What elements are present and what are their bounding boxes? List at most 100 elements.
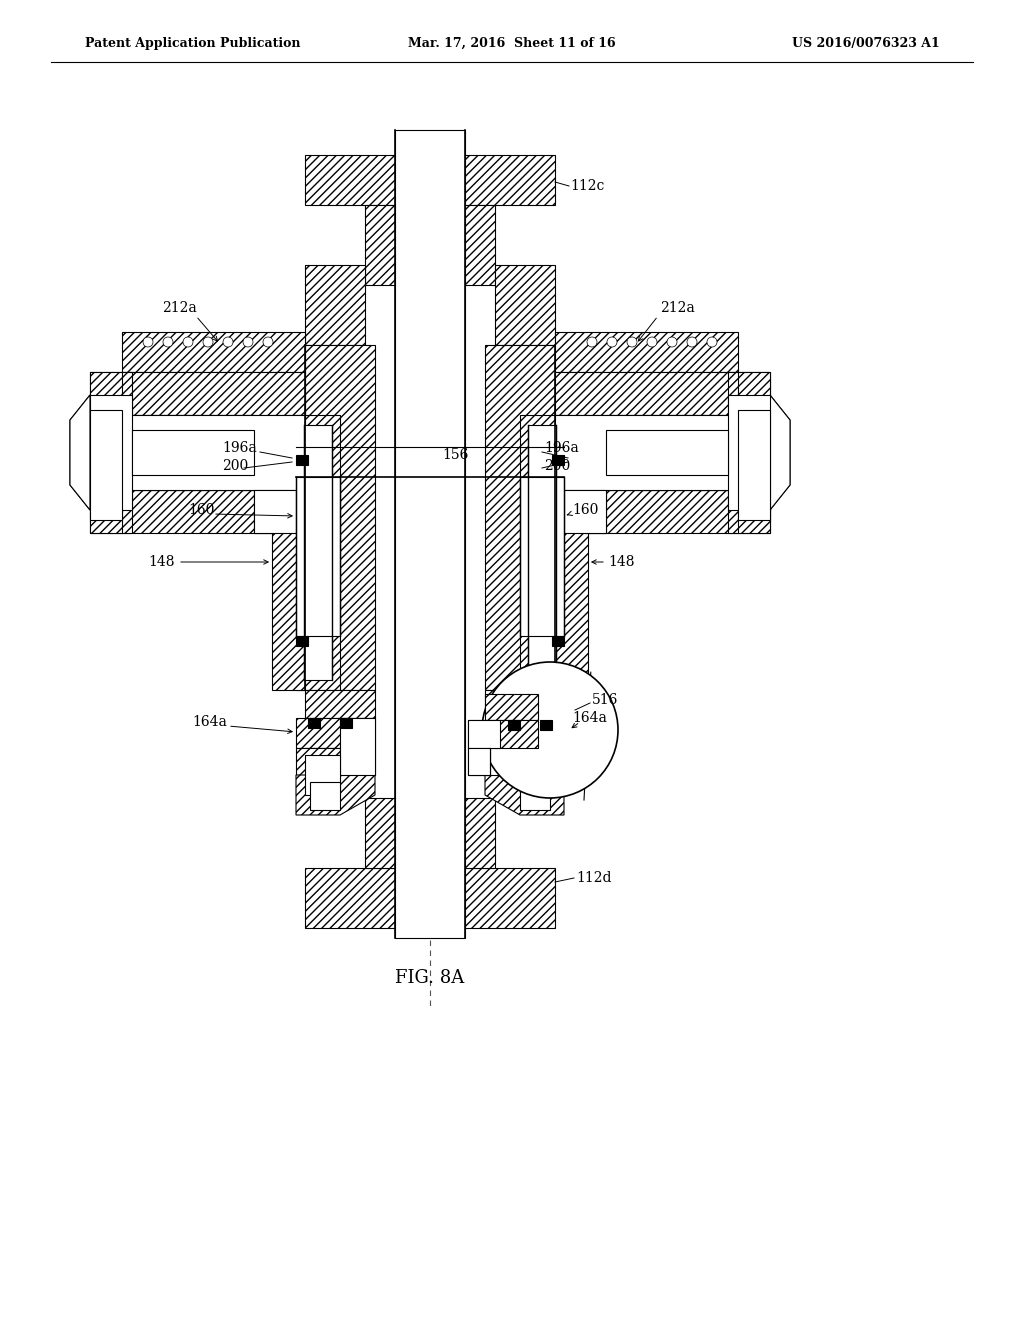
Bar: [296, 455, 308, 465]
Circle shape: [607, 337, 617, 347]
Bar: [485, 718, 520, 775]
Bar: [545, 447, 570, 477]
Bar: [495, 265, 555, 345]
Bar: [308, 718, 319, 729]
Polygon shape: [90, 372, 122, 533]
Circle shape: [143, 337, 153, 347]
Text: 112d: 112d: [575, 871, 611, 884]
Bar: [296, 718, 375, 748]
Circle shape: [667, 337, 677, 347]
Bar: [254, 490, 296, 533]
Bar: [310, 781, 340, 810]
Polygon shape: [485, 775, 564, 814]
Bar: [122, 490, 305, 533]
Bar: [555, 490, 738, 533]
Bar: [365, 205, 495, 285]
Circle shape: [223, 337, 233, 347]
Bar: [90, 372, 132, 533]
Polygon shape: [520, 748, 564, 795]
Bar: [520, 755, 555, 795]
Bar: [468, 748, 490, 775]
Circle shape: [687, 337, 697, 347]
Bar: [485, 748, 555, 775]
Text: 160: 160: [188, 503, 214, 517]
Bar: [365, 799, 495, 869]
Bar: [485, 718, 564, 748]
Bar: [122, 414, 254, 490]
Bar: [606, 414, 738, 490]
Bar: [555, 372, 738, 414]
Bar: [520, 477, 564, 636]
Bar: [485, 690, 555, 718]
Polygon shape: [770, 395, 790, 510]
Bar: [340, 718, 352, 729]
Text: 160: 160: [572, 503, 598, 517]
Bar: [485, 345, 555, 690]
Polygon shape: [738, 372, 770, 533]
Polygon shape: [296, 748, 340, 795]
Text: 148: 148: [608, 554, 635, 569]
Text: 196a: 196a: [544, 441, 579, 455]
Bar: [305, 718, 365, 799]
Bar: [122, 372, 305, 414]
Text: Mar. 17, 2016  Sheet 11 of 16: Mar. 17, 2016 Sheet 11 of 16: [409, 37, 615, 50]
Text: 200: 200: [222, 459, 248, 473]
Bar: [305, 748, 375, 775]
Text: 212a: 212a: [162, 301, 197, 315]
Bar: [564, 490, 606, 533]
Bar: [90, 395, 132, 510]
Bar: [340, 718, 375, 775]
Bar: [122, 414, 305, 490]
Bar: [508, 718, 520, 729]
Bar: [254, 450, 275, 533]
Bar: [738, 411, 770, 520]
Bar: [555, 333, 738, 372]
Bar: [555, 414, 738, 490]
Text: US 2016/0076323 A1: US 2016/0076323 A1: [793, 37, 940, 50]
Bar: [272, 450, 305, 690]
Circle shape: [163, 337, 173, 347]
Polygon shape: [296, 775, 375, 814]
Bar: [540, 718, 552, 729]
Polygon shape: [70, 395, 90, 510]
Bar: [552, 636, 564, 645]
Text: 164a: 164a: [193, 715, 227, 729]
Circle shape: [482, 663, 618, 799]
Circle shape: [647, 337, 657, 347]
Circle shape: [587, 337, 597, 347]
Circle shape: [263, 337, 273, 347]
Bar: [305, 755, 340, 795]
Circle shape: [627, 337, 637, 347]
Text: Patent Application Publication: Patent Application Publication: [85, 37, 300, 50]
Bar: [528, 425, 556, 680]
Polygon shape: [770, 395, 790, 510]
Bar: [296, 414, 340, 690]
Bar: [520, 414, 564, 690]
Bar: [468, 719, 500, 748]
Bar: [555, 450, 588, 690]
Bar: [728, 372, 770, 533]
Bar: [305, 345, 375, 690]
Bar: [485, 694, 538, 719]
Bar: [122, 333, 305, 372]
Text: 516: 516: [592, 693, 618, 708]
Bar: [728, 395, 770, 510]
Bar: [585, 450, 606, 533]
Text: 196a: 196a: [222, 441, 257, 455]
Bar: [540, 719, 552, 730]
Bar: [90, 411, 122, 520]
Bar: [304, 425, 332, 680]
Circle shape: [183, 337, 193, 347]
Bar: [520, 781, 550, 810]
Bar: [305, 265, 365, 345]
Text: 156: 156: [442, 447, 468, 462]
Bar: [305, 154, 555, 205]
Bar: [468, 748, 490, 775]
Bar: [132, 430, 254, 475]
Text: 148: 148: [148, 554, 174, 569]
Bar: [468, 719, 538, 748]
Bar: [305, 869, 555, 928]
Bar: [296, 477, 340, 636]
Bar: [395, 129, 465, 939]
Bar: [495, 718, 555, 799]
